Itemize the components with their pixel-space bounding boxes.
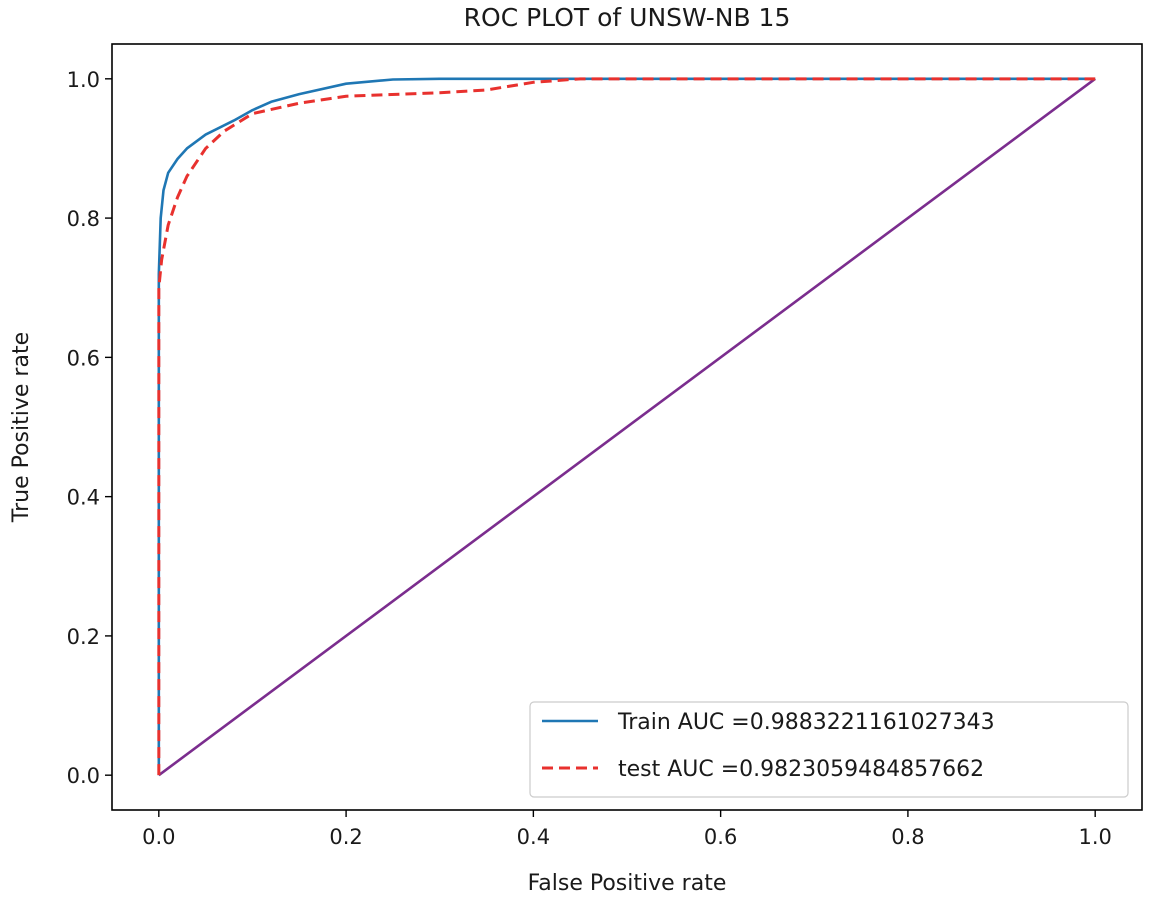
legend-entry-test: test AUC =0.9823059484857662 <box>618 757 984 782</box>
x-axis: 0.0 0.2 0.4 0.6 0.8 1.0 <box>142 810 1112 849</box>
y-tick-label: 0.6 <box>67 346 100 370</box>
y-tick-label: 0.2 <box>67 625 100 649</box>
x-tick-label: 0.6 <box>704 825 737 849</box>
x-tick-label: 0.8 <box>891 825 924 849</box>
chart-title: ROC PLOT of UNSW-NB 15 <box>464 3 791 32</box>
plot-area <box>157 77 1096 777</box>
y-tick-label: 0.0 <box>67 764 100 788</box>
legend: Train AUC =0.9883221161027343 test AUC =… <box>529 701 1129 798</box>
train-roc-line <box>157 77 1096 776</box>
x-tick-label: 1.0 <box>1078 825 1111 849</box>
test-roc-line <box>157 77 1096 776</box>
legend-entry-train: Train AUC =0.9883221161027343 <box>617 710 995 735</box>
x-tick-label: 0.4 <box>517 825 550 849</box>
x-tick-label: 0.2 <box>329 825 362 849</box>
x-axis-label: False Positive rate <box>528 871 727 896</box>
y-tick-label: 0.8 <box>67 207 100 231</box>
y-axis-label: True Positive rate <box>9 332 34 523</box>
y-tick-label: 0.4 <box>67 486 100 510</box>
x-tick-label: 0.0 <box>142 825 175 849</box>
y-tick-label: 1.0 <box>67 68 100 92</box>
plot-frame <box>111 43 1143 811</box>
chance-diagonal-line <box>158 77 1096 777</box>
legend-box <box>529 701 1129 798</box>
y-axis: 0.0 0.2 0.4 0.6 0.8 1.0 <box>67 68 112 788</box>
